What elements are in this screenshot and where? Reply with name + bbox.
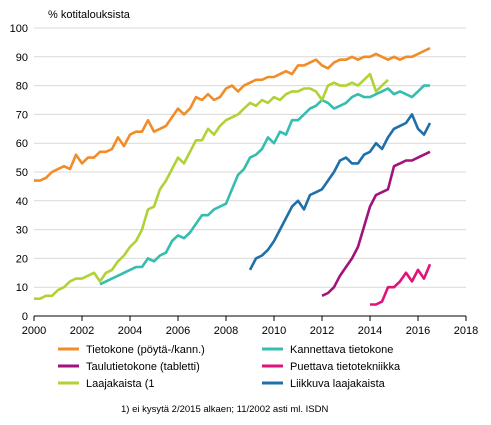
series-line-1: [34, 47, 431, 182]
y-tick-label: 70: [16, 109, 28, 121]
legend-label: Tietokone (pöytä-/kann.): [86, 344, 205, 356]
x-tick-label: 2004: [118, 325, 142, 337]
legend-item: Taulutietokone (tabletti): [58, 361, 200, 373]
y-tick-label: 40: [16, 196, 28, 208]
axes: 0 10 20 30 40 50 60 70 80 90 100 2000 2002 2004 2006 20…: [10, 23, 479, 337]
x-tick-label: 2008: [214, 325, 238, 337]
series-line-3: [321, 150, 431, 297]
y-tick-label: 10: [16, 282, 28, 294]
x-tick-label: 2006: [166, 325, 190, 337]
x-tick-label: 2002: [70, 325, 94, 337]
y-tick-label: 50: [16, 167, 28, 179]
y-tick-label: 20: [16, 253, 28, 265]
legend-label: Liikkuva laajakaista: [290, 378, 386, 390]
y-tick-label: 100: [10, 23, 28, 35]
x-tick-label: 2000: [22, 325, 46, 337]
legend-item: Puettava tietotekniikka: [262, 361, 401, 373]
y-tick-label: 30: [16, 225, 28, 237]
series-line-4: [370, 263, 432, 306]
series-lines: [34, 47, 432, 306]
y-tick-label: 90: [16, 52, 28, 64]
legend-label: Laajakaista (1: [86, 378, 155, 390]
series-line-6: [248, 113, 432, 271]
legend-item: Kannettava tietokone: [262, 344, 393, 356]
grid-lines: [34, 27, 466, 288]
x-tick-label: 2012: [310, 325, 334, 337]
legend-label: Puettava tietotekniikka: [290, 361, 401, 373]
y-axis-title: % kotitalouksista: [48, 9, 131, 21]
legend-item: Liikkuva laajakaista: [262, 378, 386, 390]
legend-item: Tietokone (pöytä-/kann.): [58, 344, 205, 356]
series-line-5: [34, 72, 389, 301]
legend-label: Kannettava tietokone: [290, 344, 393, 356]
series-line-2: [99, 84, 430, 286]
x-tick-label: 2016: [406, 325, 430, 337]
legend: Tietokone (pöytä-/kann.) Kannettava tieto…: [58, 344, 401, 390]
y-tick-label: 80: [16, 81, 28, 93]
x-tick-label: 2018: [454, 325, 478, 337]
x-tick-label: 2014: [358, 325, 382, 337]
y-tick-label: 60: [16, 138, 28, 150]
footnote: 1) ei kysytä 2/2015 alkaen; 11/2002 asti…: [121, 404, 328, 415]
legend-label: Taulutietokone (tabletti): [86, 361, 200, 373]
x-tick-label: 2010: [262, 325, 286, 337]
y-tick-label: 0: [22, 311, 28, 323]
legend-item: Laajakaista (1: [58, 378, 155, 390]
